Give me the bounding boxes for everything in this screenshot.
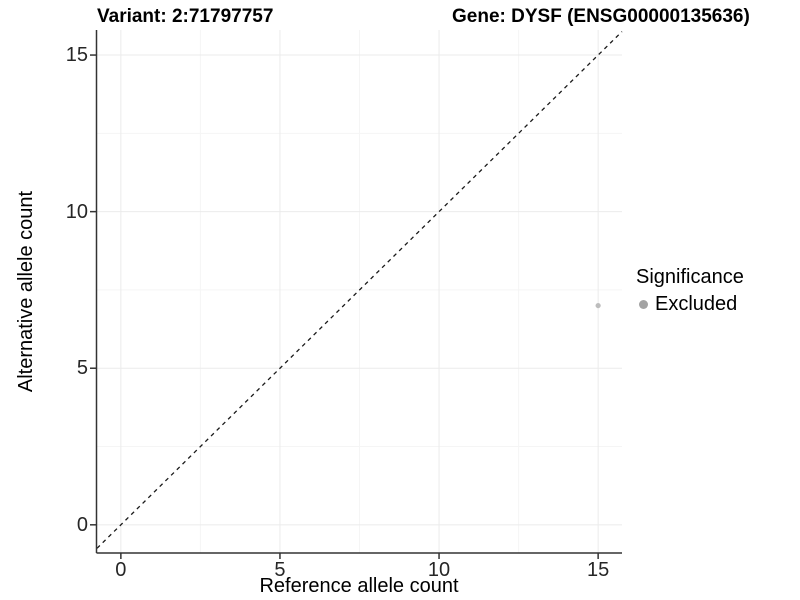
y-axis-title: Alternative allele count	[15, 190, 37, 393]
data-point-excluded	[595, 302, 601, 309]
legend-entry-excluded: Excluded	[634, 292, 744, 316]
legend-point-icon	[639, 299, 648, 309]
x-tick-label: 10	[427, 559, 451, 581]
identity-dashed-line	[96, 31, 623, 549]
plot-title-variant: Variant: 2:71797757	[97, 6, 274, 27]
y-tick-label: 10	[65, 200, 88, 223]
x-tick-label: 15	[587, 559, 610, 581]
y-tick-label: 15	[65, 44, 88, 67]
y-tick-label: 0	[76, 513, 88, 536]
y-tick-label: 5	[76, 357, 88, 380]
plot-title-gene: Gene: DYSF (ENSG00000135636)	[452, 6, 750, 27]
legend: Significance Excluded	[634, 266, 744, 316]
legend-title: Significance	[636, 266, 744, 288]
x-tick-label: 5	[274, 559, 286, 581]
x-tick-label: 0	[115, 559, 127, 581]
legend-entry-label: Excluded	[655, 292, 738, 315]
x-axis-title: Reference allele count	[259, 575, 459, 597]
